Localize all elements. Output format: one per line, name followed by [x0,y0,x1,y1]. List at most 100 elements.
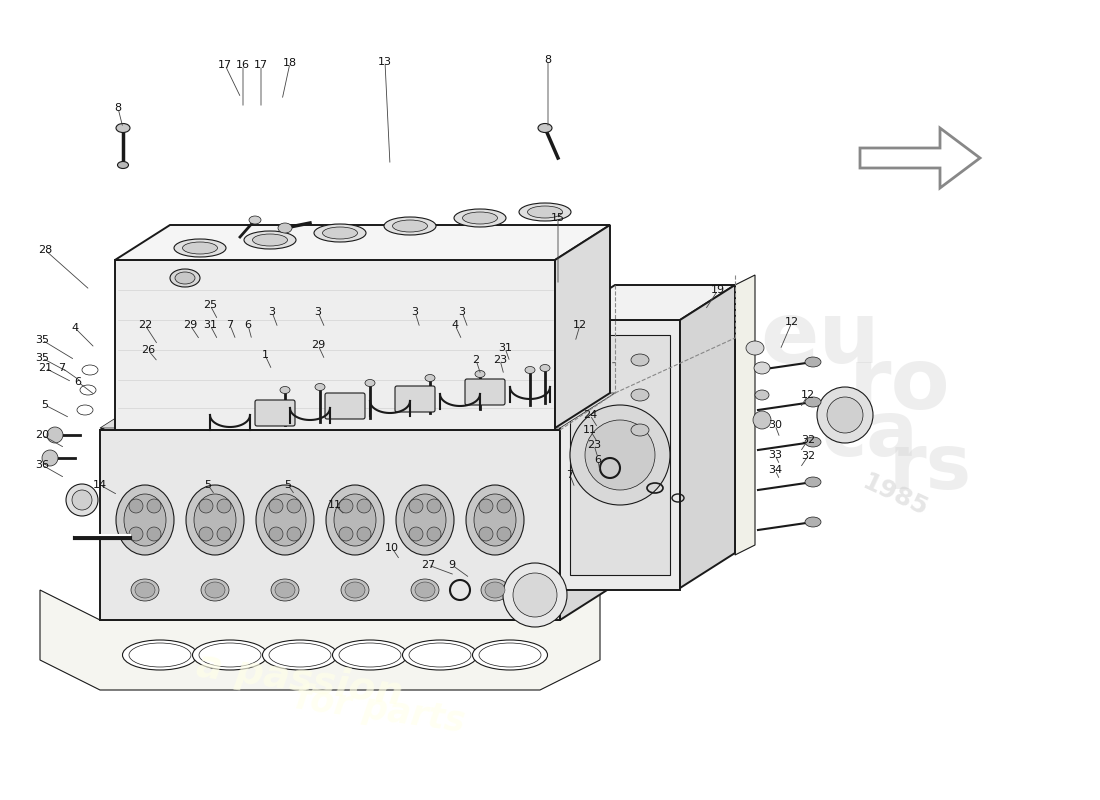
Text: 11: 11 [328,500,342,510]
Ellipse shape [409,643,471,667]
Ellipse shape [525,366,535,374]
Text: 6: 6 [75,377,81,387]
Text: ro: ro [849,343,950,426]
Ellipse shape [478,643,541,667]
Circle shape [478,527,493,541]
Ellipse shape [631,424,649,436]
Circle shape [270,499,283,513]
FancyBboxPatch shape [324,393,365,419]
Ellipse shape [192,640,267,670]
Text: 5: 5 [42,400,48,410]
Circle shape [199,527,213,541]
Circle shape [427,499,441,513]
Circle shape [217,527,231,541]
Text: for parts: for parts [293,682,468,738]
Ellipse shape [462,212,497,224]
Text: 31: 31 [204,320,217,330]
Text: 29: 29 [183,320,197,330]
Ellipse shape [135,582,155,598]
Ellipse shape [805,517,821,527]
Text: 15: 15 [551,213,565,223]
Text: 32: 32 [801,435,815,445]
Ellipse shape [256,485,314,555]
Polygon shape [560,285,735,320]
Polygon shape [100,395,615,430]
Text: 23: 23 [493,355,507,365]
Text: 10: 10 [385,543,399,553]
Ellipse shape [280,386,290,394]
Text: 33: 33 [768,450,782,460]
Ellipse shape [275,582,295,598]
Ellipse shape [271,579,299,601]
Circle shape [147,499,161,513]
Circle shape [585,420,654,490]
Text: 5: 5 [205,480,211,490]
Text: 29: 29 [311,340,326,350]
Polygon shape [560,395,615,620]
Circle shape [129,499,143,513]
Ellipse shape [396,485,454,555]
Text: 24: 24 [583,410,597,420]
Text: 2: 2 [472,355,480,365]
Text: 1: 1 [262,350,268,360]
Ellipse shape [454,209,506,227]
Ellipse shape [194,494,236,546]
Circle shape [827,397,864,433]
Text: 20: 20 [35,430,50,440]
Text: 7: 7 [566,470,573,480]
Ellipse shape [183,242,218,254]
Text: 17: 17 [254,60,268,70]
Circle shape [409,499,424,513]
Circle shape [497,527,512,541]
Ellipse shape [314,224,366,242]
Ellipse shape [631,354,649,366]
Ellipse shape [345,582,365,598]
FancyBboxPatch shape [395,386,434,412]
Circle shape [358,527,371,541]
Text: 22: 22 [138,320,152,330]
Ellipse shape [331,386,368,400]
Ellipse shape [425,374,435,382]
Circle shape [358,499,371,513]
Text: eu: eu [760,298,880,382]
Text: 18: 18 [283,58,297,68]
Circle shape [409,527,424,541]
Circle shape [147,527,161,541]
Circle shape [570,405,670,505]
Ellipse shape [278,223,292,233]
Ellipse shape [129,643,191,667]
Ellipse shape [80,385,96,395]
Ellipse shape [201,579,229,601]
Ellipse shape [404,494,446,546]
Ellipse shape [540,365,550,371]
FancyBboxPatch shape [255,400,295,426]
Ellipse shape [118,162,129,169]
Text: 13: 13 [378,57,392,67]
Ellipse shape [341,579,368,601]
Text: rs: rs [889,431,971,505]
Circle shape [427,527,441,541]
Ellipse shape [339,643,402,667]
Ellipse shape [805,477,821,487]
Text: 8: 8 [544,55,551,65]
Ellipse shape [746,341,764,355]
Polygon shape [570,335,670,575]
Polygon shape [116,260,556,430]
Text: 16: 16 [236,60,250,70]
Text: 8: 8 [114,103,122,113]
Ellipse shape [491,371,529,385]
Ellipse shape [122,640,198,670]
Polygon shape [100,430,560,620]
Ellipse shape [755,390,769,400]
Polygon shape [860,128,980,188]
Polygon shape [735,275,755,555]
Ellipse shape [251,393,289,407]
Text: 35: 35 [35,353,50,363]
Ellipse shape [170,269,200,287]
Ellipse shape [131,579,160,601]
Text: 21: 21 [37,363,52,373]
Ellipse shape [326,485,384,555]
Circle shape [513,573,557,617]
Ellipse shape [805,397,821,407]
Circle shape [66,484,98,516]
